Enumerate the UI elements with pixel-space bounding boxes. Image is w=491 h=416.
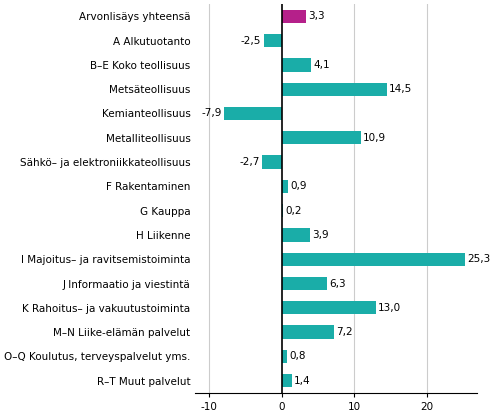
Bar bbox=[282, 277, 327, 290]
Bar bbox=[282, 131, 360, 144]
Bar bbox=[282, 58, 311, 72]
Text: 6,3: 6,3 bbox=[329, 278, 346, 289]
Text: -2,7: -2,7 bbox=[240, 157, 260, 167]
Bar bbox=[282, 228, 310, 242]
Text: 4,1: 4,1 bbox=[314, 60, 330, 70]
Text: 25,3: 25,3 bbox=[467, 254, 491, 264]
Bar bbox=[282, 253, 465, 266]
Text: -2,5: -2,5 bbox=[241, 36, 261, 46]
Text: 0,2: 0,2 bbox=[285, 206, 302, 215]
Bar bbox=[282, 10, 305, 23]
Bar bbox=[282, 374, 292, 387]
Text: 3,3: 3,3 bbox=[308, 11, 325, 21]
Text: 14,5: 14,5 bbox=[389, 84, 412, 94]
Bar bbox=[282, 82, 387, 96]
Bar bbox=[282, 204, 283, 217]
Text: 3,9: 3,9 bbox=[312, 230, 328, 240]
Text: 13,0: 13,0 bbox=[378, 303, 401, 313]
Text: 10,9: 10,9 bbox=[363, 133, 386, 143]
Bar bbox=[282, 350, 287, 363]
Text: -7,9: -7,9 bbox=[202, 109, 222, 119]
Bar bbox=[264, 34, 282, 47]
Bar bbox=[282, 180, 288, 193]
Text: 0,8: 0,8 bbox=[290, 352, 306, 362]
Text: 1,4: 1,4 bbox=[294, 376, 311, 386]
Bar bbox=[282, 325, 334, 339]
Bar bbox=[262, 155, 282, 169]
Text: 0,9: 0,9 bbox=[290, 181, 307, 191]
Bar bbox=[282, 301, 376, 314]
Text: 7,2: 7,2 bbox=[336, 327, 353, 337]
Bar bbox=[224, 107, 282, 120]
